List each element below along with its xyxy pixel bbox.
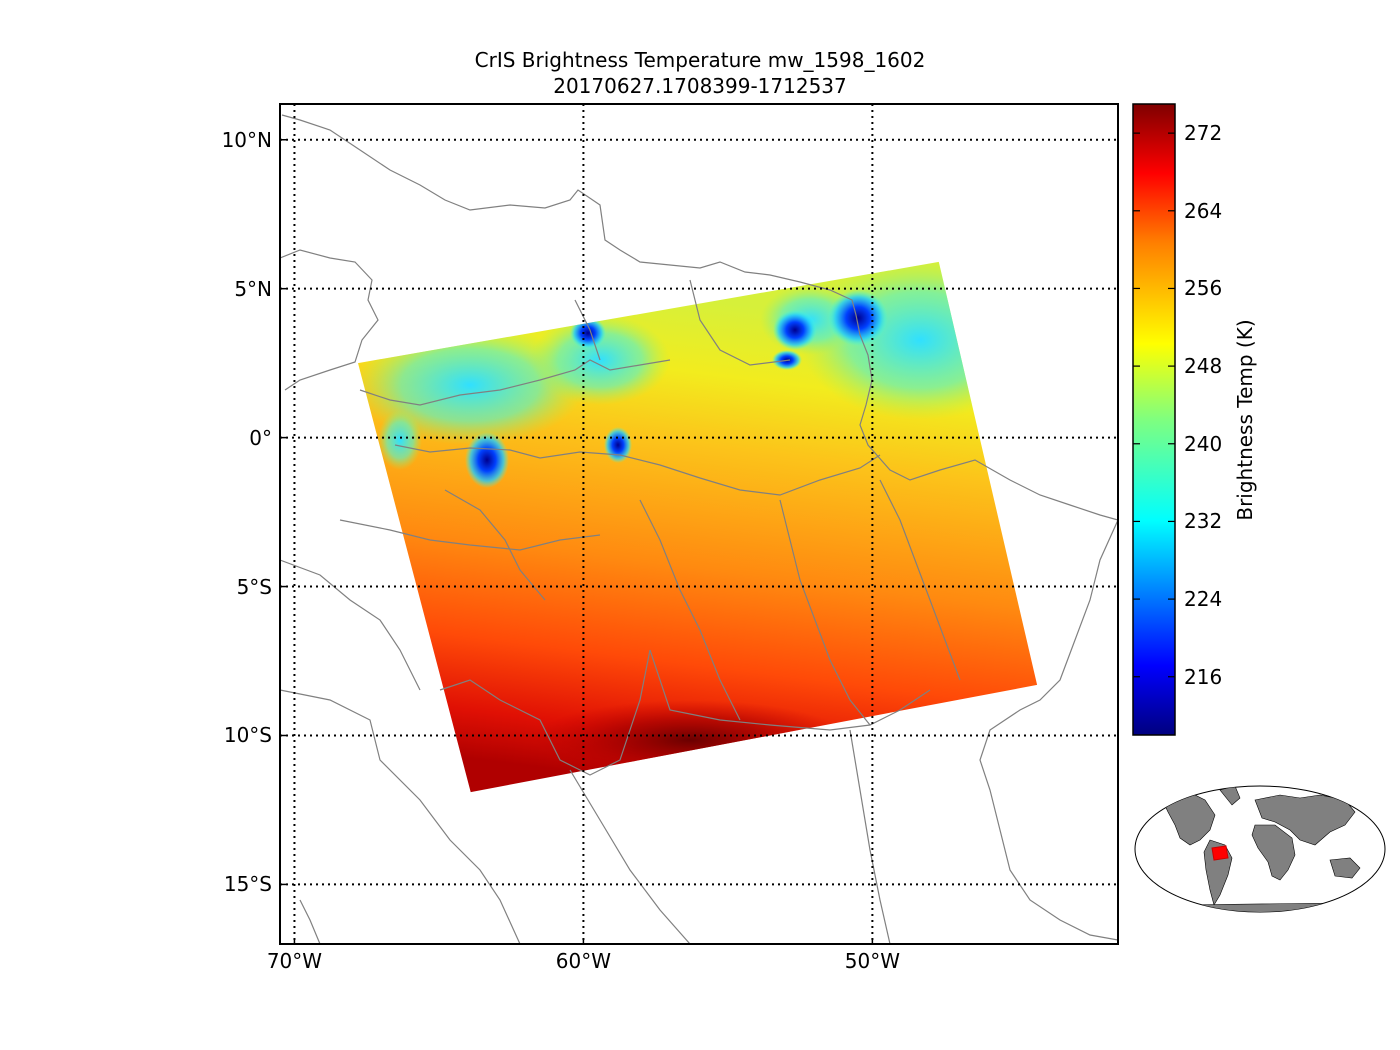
colorbar-tick-label: 248 bbox=[1184, 354, 1223, 379]
guyana-border bbox=[574, 299, 601, 361]
colorbar-tick-label: 240 bbox=[1184, 431, 1223, 456]
suriname-border bbox=[689, 279, 791, 366]
inset-swath-highlight bbox=[1211, 845, 1229, 861]
inset-africa bbox=[1251, 824, 1296, 881]
colorbar-label: Brightness Temp (K) bbox=[1233, 319, 1257, 521]
axis-ticks bbox=[280, 138, 874, 944]
solimoes-river bbox=[339, 519, 601, 551]
pacific-coast bbox=[299, 899, 321, 944]
global-locator-map bbox=[1134, 785, 1386, 913]
inset-australia bbox=[1329, 857, 1361, 879]
inset-eurasia bbox=[1254, 794, 1356, 846]
paraguay-border bbox=[569, 769, 691, 944]
cold-cloud-top-6 bbox=[604, 427, 632, 463]
colorbar-ticks bbox=[1133, 132, 1175, 678]
coastlines-borders bbox=[280, 114, 1118, 944]
northwest-coast bbox=[280, 249, 379, 391]
xingu-river bbox=[779, 499, 871, 726]
colorbar bbox=[1132, 103, 1176, 736]
lat-tick-label: 15°S bbox=[223, 872, 272, 897]
lat-tick-label: 0° bbox=[249, 425, 272, 450]
chart-title-line1: CrIS Brightness Temperature mw_1598_1602 bbox=[474, 48, 926, 72]
amazon-river bbox=[394, 444, 881, 496]
lon-tick-label: 70°W bbox=[266, 949, 323, 973]
lat-tick-label: 5°S bbox=[236, 574, 272, 599]
northern-border bbox=[359, 359, 671, 406]
cold-cloud-top-4 bbox=[570, 317, 606, 349]
lon-tick-label: 60°W bbox=[555, 949, 612, 973]
lat-tick-label: 5°N bbox=[234, 276, 272, 301]
colorbar-tick-label: 216 bbox=[1184, 664, 1223, 689]
lat-tick-label: 10°S bbox=[223, 723, 272, 748]
brazil-east-coast bbox=[979, 519, 1118, 941]
colorbar-tick-label: 264 bbox=[1184, 198, 1223, 223]
colorbar-tick-label: 224 bbox=[1184, 587, 1223, 612]
lat-tick-label: 10°N bbox=[221, 127, 272, 152]
map-border bbox=[279, 103, 1119, 945]
cold-cloud-top-5 bbox=[465, 432, 509, 488]
bolivia-border bbox=[439, 649, 651, 776]
lon-tick-label: 50°W bbox=[844, 949, 900, 973]
inset-north-america bbox=[1159, 789, 1216, 846]
cool-region-northwest bbox=[358, 325, 585, 445]
graticule bbox=[280, 104, 1118, 944]
mato-grosso-border bbox=[649, 649, 931, 731]
chart-title-line2: 20170627.1708399-1712537 bbox=[553, 74, 847, 98]
negro-river bbox=[444, 489, 546, 601]
peru-brazil-border bbox=[280, 559, 421, 691]
cool-region-west bbox=[378, 410, 422, 470]
cold-cloud-top-1 bbox=[828, 290, 888, 346]
goias-border bbox=[849, 729, 891, 944]
caribbean-atlantic-coast bbox=[281, 114, 1118, 521]
colorbar-tick-label: 256 bbox=[1184, 276, 1223, 301]
tocantins-river bbox=[879, 479, 961, 681]
cold-cloud-top-2 bbox=[773, 310, 817, 350]
peru-bolivia-border bbox=[280, 689, 521, 944]
colorbar-tick-label: 272 bbox=[1184, 121, 1223, 146]
tapajos-river bbox=[639, 499, 741, 721]
colorbar-tick-label: 232 bbox=[1184, 509, 1223, 534]
